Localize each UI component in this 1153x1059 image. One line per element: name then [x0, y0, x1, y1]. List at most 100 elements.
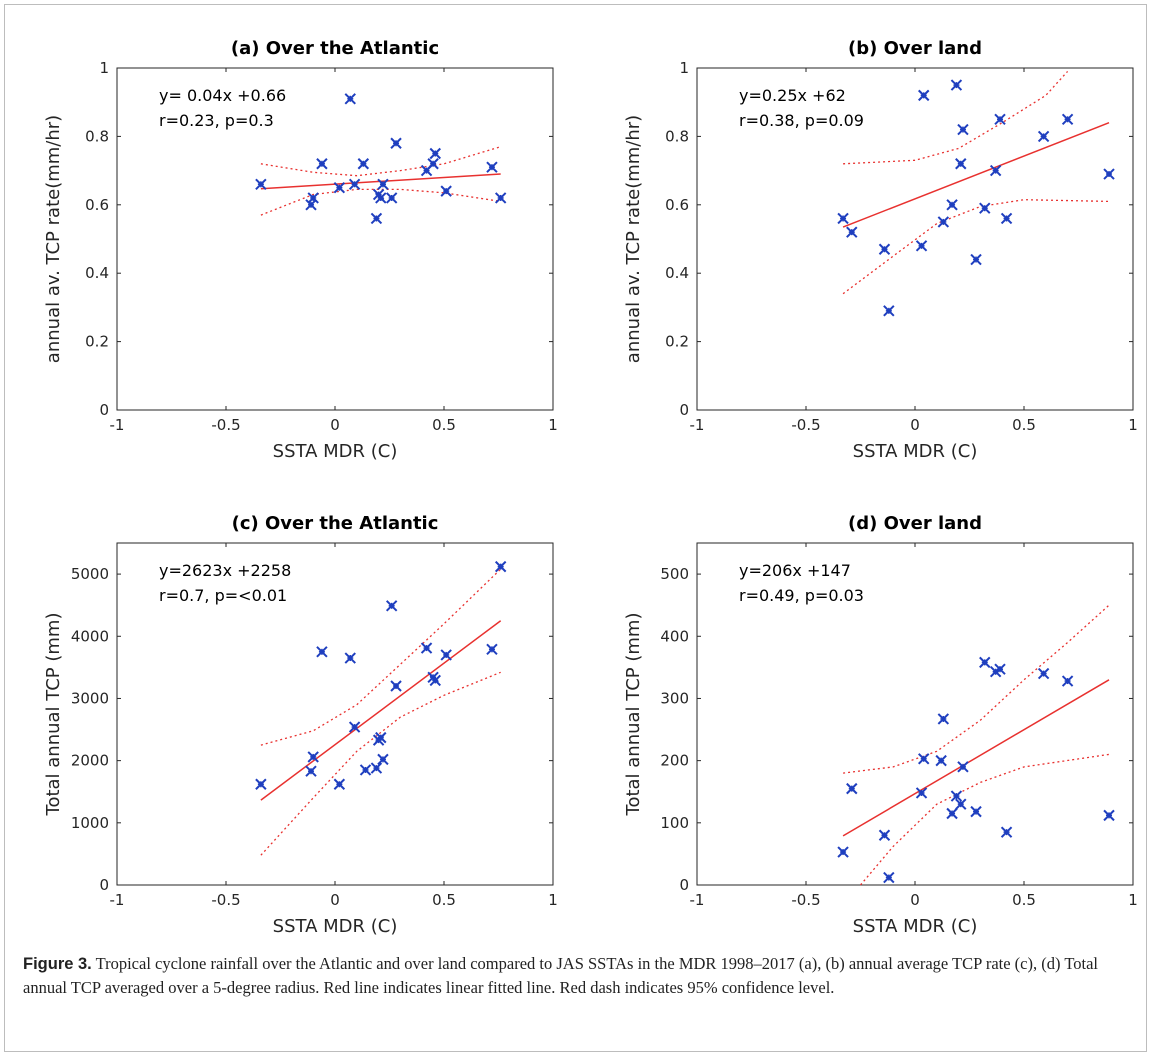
- ci-upper-line: [260, 146, 501, 177]
- y-axis-label: annual av. TCP rate(mm/hr): [43, 115, 64, 363]
- data-point: [989, 164, 1002, 177]
- data-point: [1037, 130, 1050, 143]
- data-point: [390, 137, 402, 149]
- data-point: [440, 649, 452, 661]
- x-tick-label: 0: [330, 416, 340, 434]
- x-tick-label: 1: [1128, 891, 1138, 909]
- data-point: [955, 158, 967, 170]
- data-point: [970, 253, 982, 266]
- data-point: [955, 798, 967, 810]
- data-point: [915, 240, 928, 252]
- figure-frame: [4, 4, 1147, 1052]
- data-point: [359, 764, 372, 776]
- fit-equation: y=206x +147: [739, 561, 851, 580]
- data-point: [494, 560, 507, 573]
- chart-panel-1: -1 -0.5 0 0.5 1 0 0.2 0.4 0.6 0.8 1 (a) Over the At…: [43, 38, 558, 462]
- y-axis-label: Total annual TCP (mm): [623, 613, 644, 817]
- x-tick-label: 0: [330, 891, 340, 909]
- data-point: [344, 652, 356, 664]
- y-tick-label: 0: [99, 876, 109, 894]
- data-point: [427, 158, 439, 170]
- data-point: [377, 178, 389, 190]
- data-point: [837, 212, 849, 225]
- ci-lower-line: [842, 199, 1110, 295]
- x-tick-label: 0.5: [1012, 891, 1036, 909]
- data-point: [494, 192, 507, 204]
- chart-panel-3: -1 -0.5 0 0.5 1 0 1000 2000 3000 4000 5000 (c) Over…: [43, 513, 558, 937]
- y-tick-label: 5000: [71, 565, 109, 583]
- y-tick-label: 1: [99, 59, 109, 77]
- ci-lower-line: [860, 753, 1110, 886]
- data-point: [1103, 809, 1115, 822]
- data-point: [957, 761, 969, 773]
- figure-caption: Figure 3. Tropical cyclone rainfall over…: [23, 952, 1128, 1000]
- x-tick-label: -0.5: [211, 891, 240, 909]
- data-point: [305, 199, 317, 211]
- data-point: [937, 216, 950, 228]
- data-point: [1061, 675, 1074, 687]
- y-tick-label: 1: [679, 59, 689, 77]
- y-tick-label: 4000: [71, 627, 109, 645]
- caption-label: Figure 3.: [23, 955, 92, 973]
- x-axis-label: SSTA MDR (C): [853, 916, 978, 937]
- figure-panels: -1 -0.5 0 0.5 1 0 0.2 0.4 0.6 0.8 1 (a) Over the At…: [43, 38, 1138, 937]
- x-tick-label: -0.5: [791, 416, 820, 434]
- fit-statistics: r=0.7, p=<0.01: [159, 586, 287, 605]
- data-point: [375, 192, 387, 204]
- data-point: [979, 202, 991, 214]
- x-axis-label: SSTA MDR (C): [273, 441, 398, 462]
- x-tick-label: -1: [110, 891, 125, 909]
- data-point: [937, 713, 950, 725]
- data-point: [333, 181, 346, 194]
- data-point: [957, 123, 969, 136]
- x-tick-label: -1: [690, 416, 705, 434]
- data-point: [1061, 113, 1074, 126]
- data-point: [970, 805, 982, 818]
- data-point: [316, 158, 328, 170]
- data-point: [935, 754, 947, 767]
- y-tick-label: 300: [660, 689, 689, 707]
- data-point: [486, 643, 498, 656]
- y-tick-label: 0.2: [665, 333, 689, 351]
- data-point: [375, 731, 387, 744]
- data-point: [333, 778, 346, 790]
- data-point: [486, 161, 498, 173]
- x-tick-label: 0: [910, 416, 920, 434]
- x-tick-label: 0: [910, 891, 920, 909]
- data-point: [307, 192, 319, 204]
- data-point: [255, 178, 267, 190]
- data-point: [348, 178, 361, 190]
- data-point: [255, 778, 267, 790]
- y-tick-label: 2000: [71, 752, 109, 770]
- ci-upper-line: [843, 604, 1110, 774]
- ci-lower-line: [260, 671, 501, 856]
- data-point: [348, 721, 361, 733]
- x-tick-label: 0.5: [432, 416, 456, 434]
- y-tick-label: 0.6: [665, 196, 689, 214]
- data-point: [994, 663, 1006, 675]
- data-point: [307, 751, 319, 763]
- ci-upper-line: [260, 568, 502, 746]
- data-point: [946, 807, 958, 820]
- y-tick-label: 0.4: [85, 264, 109, 282]
- x-tick-label: -1: [690, 891, 705, 909]
- data-point: [878, 829, 891, 841]
- x-tick-label: -0.5: [791, 891, 820, 909]
- chart-panel-4: -1 -0.5 0 0.5 1 0 100 200 300 400 500 (d) Over land…: [623, 513, 1138, 937]
- data-point: [1000, 826, 1013, 838]
- data-point: [846, 226, 858, 238]
- y-tick-label: 0.2: [85, 333, 109, 351]
- data-point: [1103, 168, 1115, 180]
- x-axis-label: SSTA MDR (C): [853, 441, 978, 462]
- y-axis-label: Total annual TCP (mm): [43, 613, 64, 817]
- data-point: [918, 89, 930, 102]
- data-point: [305, 765, 317, 777]
- data-point: [370, 762, 383, 774]
- data-point: [837, 846, 849, 858]
- data-point: [390, 680, 402, 692]
- x-tick-label: -1: [110, 416, 125, 434]
- data-point: [846, 782, 858, 795]
- y-tick-label: 500: [660, 565, 689, 583]
- data-point: [429, 147, 441, 160]
- data-point: [994, 113, 1006, 126]
